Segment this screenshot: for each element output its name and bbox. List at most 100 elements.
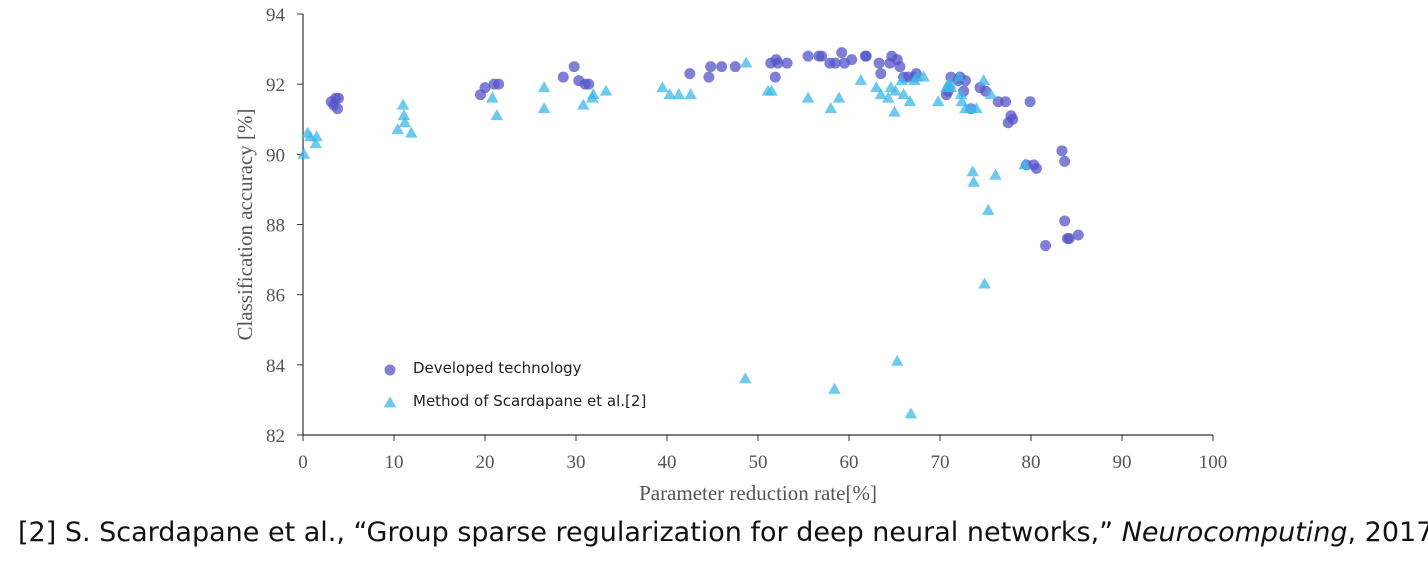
triangle-point <box>739 56 753 68</box>
triangle-point <box>954 88 968 100</box>
x-tick-label: 20 <box>476 452 495 473</box>
triangle-point <box>874 88 888 100</box>
legend-label-1: Developed technology <box>413 359 582 377</box>
circle-point <box>332 92 344 104</box>
circle-point <box>557 71 569 83</box>
y-tick-label: 92 <box>266 75 285 96</box>
legend-label-2: Method of Scardapane et al.[2] <box>413 392 646 410</box>
circle-point <box>705 61 717 73</box>
x-tick-label: 10 <box>385 452 404 473</box>
x-tick-label: 50 <box>749 452 768 473</box>
triangle-point <box>895 74 909 86</box>
triangle-point <box>966 165 980 177</box>
triangle-point <box>917 70 930 82</box>
circle-point <box>875 68 887 80</box>
triangle-point <box>309 137 322 149</box>
y-tick-label: 94 <box>266 5 286 26</box>
circle-point <box>894 61 906 73</box>
triangle-point <box>684 88 697 100</box>
circle-point <box>583 78 595 90</box>
triangle-point <box>989 168 1002 180</box>
circle-point <box>836 47 848 59</box>
triangle-point <box>391 123 404 135</box>
circle-point <box>493 78 505 90</box>
triangle-point <box>984 88 998 100</box>
x-tick-label: 30 <box>567 452 586 473</box>
triangle-point <box>890 354 904 366</box>
circle-point <box>1056 145 1068 157</box>
triangle-point <box>977 74 990 86</box>
legend-marker-1 <box>384 364 396 376</box>
x-tick-label: 0 <box>298 452 308 473</box>
legend: Developed technology Method of Scardapane… <box>383 359 646 410</box>
circle-point <box>1040 240 1052 252</box>
triangle-point <box>310 130 323 142</box>
triangle-point <box>978 277 991 289</box>
citation-footnote: [2] S. Scardapane et al., “Group sparse … <box>18 517 1428 548</box>
circle-point <box>729 61 741 73</box>
circle-point <box>772 57 784 69</box>
y-tick-label: 82 <box>266 426 285 447</box>
triangle-point <box>398 116 412 128</box>
circle-point <box>816 50 828 62</box>
legend-marker-2 <box>383 396 397 408</box>
triangle-point <box>739 372 752 384</box>
triangle-point <box>396 98 410 110</box>
triangle-point <box>577 98 590 110</box>
triangle-point <box>903 95 917 107</box>
triangle-point <box>952 70 966 82</box>
triangle-point <box>904 407 918 419</box>
triangle-point <box>832 91 846 103</box>
triangle-point <box>888 105 901 117</box>
triangle-point <box>854 74 868 86</box>
triangle-point <box>405 126 418 138</box>
circle-point <box>1072 229 1084 241</box>
x-tick-label: 70 <box>931 452 950 473</box>
circle-point <box>684 68 696 80</box>
circle-point <box>568 61 580 73</box>
circle-point <box>1030 162 1042 174</box>
triangle-point <box>397 109 411 121</box>
series-developed-technology <box>325 47 1084 252</box>
triangle-point <box>599 84 613 96</box>
triangle-point <box>970 102 983 114</box>
series-scardapane-method <box>297 56 1031 419</box>
circle-point <box>1007 113 1019 125</box>
x-tick-label: 80 <box>1022 452 1041 473</box>
triangle-point <box>663 88 676 100</box>
circle-point <box>860 50 872 62</box>
y-tick-label: 88 <box>266 216 285 237</box>
citation-journal: Neurocomputing <box>1121 517 1348 548</box>
triangle-point <box>881 91 895 103</box>
circle-point <box>873 57 885 69</box>
triangle-point <box>537 102 551 114</box>
triangle-point <box>490 109 504 121</box>
triangle-point <box>931 95 945 107</box>
x-tick-label: 60 <box>840 452 859 473</box>
triangle-point <box>1018 158 1031 170</box>
circle-point <box>781 57 793 69</box>
circle-point <box>1059 215 1071 227</box>
x-tick-label: 100 <box>1199 452 1228 473</box>
circle-point <box>703 71 715 83</box>
x-axis-title: Parameter reduction rate[%] <box>639 481 877 505</box>
circle-point <box>716 61 728 73</box>
triangle-point <box>889 84 902 96</box>
circle-point <box>479 82 491 94</box>
circle-point <box>1059 155 1071 167</box>
triangle-point <box>828 382 841 394</box>
triangle-point <box>981 203 995 215</box>
scatter-chart: 0 10 20 30 40 50 60 70 80 90 100 82 84 86 88 90 92 94 Par… <box>233 5 1228 505</box>
triangle-point <box>870 81 883 93</box>
y-axis-title: Classification accuracy [%] <box>233 108 257 340</box>
triangle-point <box>944 81 958 93</box>
triangle-point <box>967 175 980 187</box>
circle-point <box>829 57 841 69</box>
x-tick-label: 90 <box>1113 452 1132 473</box>
y-tick-label: 90 <box>266 145 285 166</box>
triangle-point <box>587 88 600 100</box>
triangle-point <box>672 88 686 100</box>
triangle-point <box>765 84 778 96</box>
triangle-point <box>897 88 910 100</box>
citation-prefix: [2] S. Scardapane et al., “Group sparse … <box>18 517 1122 548</box>
